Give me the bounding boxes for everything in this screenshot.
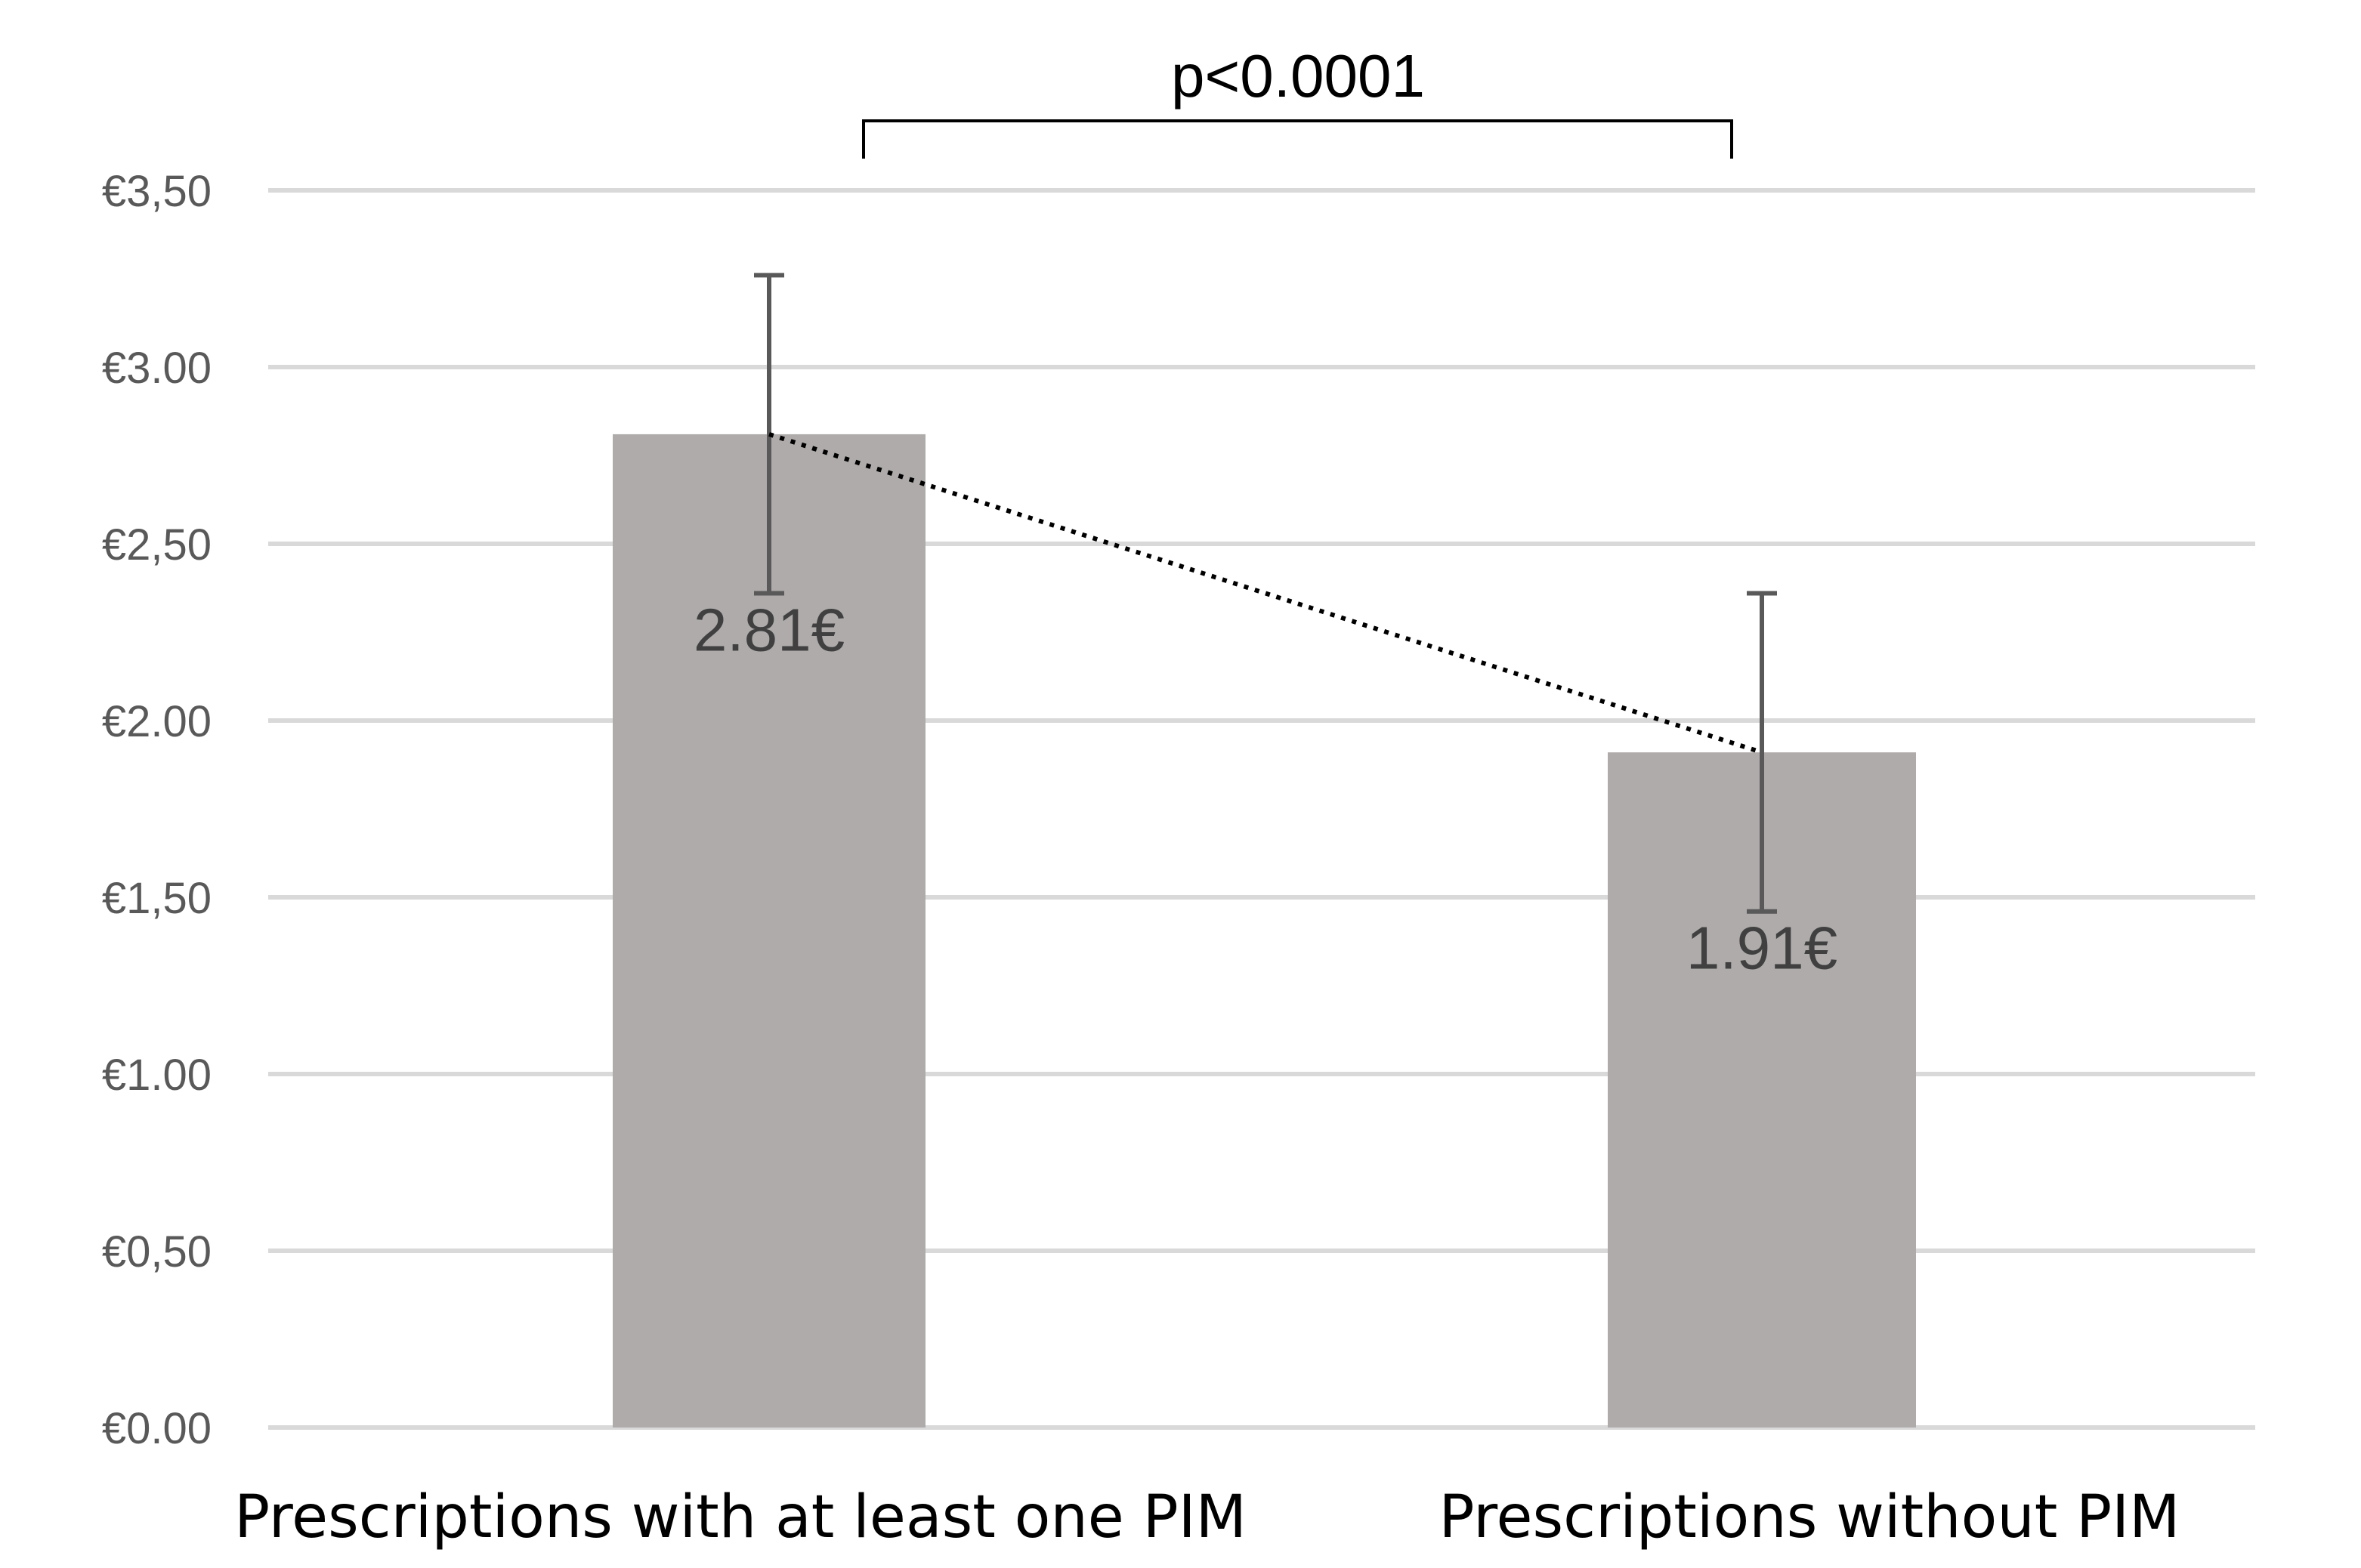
data-labels: 2.81€ 1.91€	[694, 597, 1837, 982]
y-tick-label: €0.00	[102, 1404, 212, 1453]
significance-bracket	[862, 119, 1733, 159]
y-tick-label: €3.00	[102, 344, 212, 393]
trendline	[768, 432, 1763, 755]
y-axis-tick-labels: €0.00 €0,50 €1.00 €1,50 €2.00 €2,50 €3.00 €3,50	[102, 167, 212, 1453]
category-labels: Prescriptions with at least one PIM Presc…	[234, 1483, 2180, 1551]
significance-label: p<0.0001	[1171, 42, 1425, 110]
y-tick-label: €3,50	[102, 167, 212, 216]
y-tick-label: €2.00	[102, 697, 212, 746]
significance-annotation: p<0.0001	[862, 42, 1733, 159]
gridlines	[268, 188, 2255, 1430]
data-label: 1.91€	[1686, 915, 1837, 982]
y-tick-label: €1,50	[102, 874, 212, 923]
y-tick-label: €2,50	[102, 520, 212, 569]
error-bar	[1747, 591, 1777, 914]
trend-line	[768, 432, 1763, 755]
category-label: Prescriptions without PIM	[1439, 1483, 2180, 1551]
data-label: 2.81€	[694, 597, 845, 664]
category-label: Prescriptions with at least one PIM	[234, 1483, 1247, 1551]
y-tick-label: €0,50	[102, 1227, 212, 1276]
bar	[613, 434, 926, 1428]
y-tick-label: €1.00	[102, 1051, 212, 1100]
bars	[613, 434, 1916, 1428]
